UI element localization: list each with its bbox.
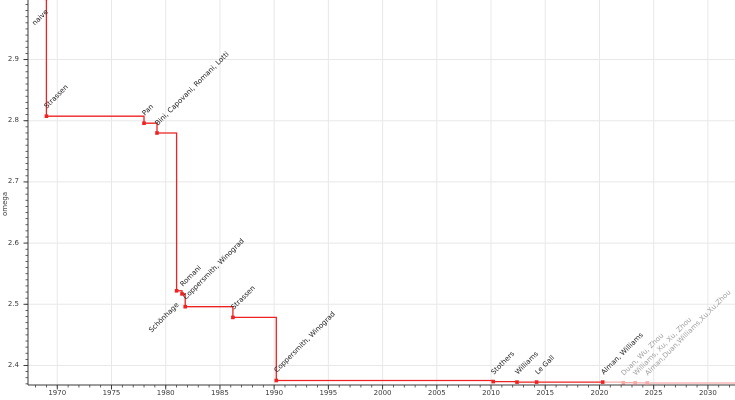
x-tick-label: 2015 (536, 389, 555, 397)
data-point-marker (600, 380, 605, 384)
data-point-marker (515, 380, 519, 384)
x-tick-label: 2020 (590, 389, 609, 397)
data-point-marker (491, 379, 495, 384)
x-tick-label: 2025 (644, 389, 663, 397)
data-point-marker (231, 315, 235, 320)
y-tick-label: 2.6 (7, 238, 19, 247)
y-tick-label: 2.8 (7, 116, 19, 125)
data-point-marker (183, 304, 187, 309)
y-tick-label: 2.7 (7, 177, 19, 186)
x-tick-label: 2030 (698, 389, 717, 397)
data-point-marker (633, 381, 637, 385)
y-tick-label: 2.9 (7, 55, 19, 64)
data-point-marker (621, 380, 626, 385)
x-tick-label: 1990 (265, 389, 284, 397)
data-point-marker (534, 380, 539, 384)
data-point-marker (274, 378, 279, 383)
x-tick-label: 1980 (156, 389, 175, 397)
y-tick-label: 2.5 (7, 299, 19, 308)
data-point-marker (44, 114, 49, 118)
data-point-marker (174, 289, 179, 293)
data-point-marker (180, 292, 184, 296)
data-point-marker (645, 381, 649, 385)
y-tick-label: 2.4 (7, 360, 19, 369)
data-point-marker (155, 131, 159, 135)
x-tick-label: 2010 (482, 389, 500, 397)
step-line-published (45, 0, 603, 383)
x-tick-label: 1970 (48, 389, 67, 397)
x-tick-label: 2000 (373, 389, 392, 397)
y-axis-label: omega (1, 191, 9, 216)
x-tick-label: 1995 (319, 389, 338, 397)
x-tick-label: 1985 (211, 389, 229, 397)
x-tick-label: 2005 (427, 389, 446, 397)
data-point-marker (142, 121, 146, 125)
x-tick-label: 1975 (102, 389, 121, 397)
